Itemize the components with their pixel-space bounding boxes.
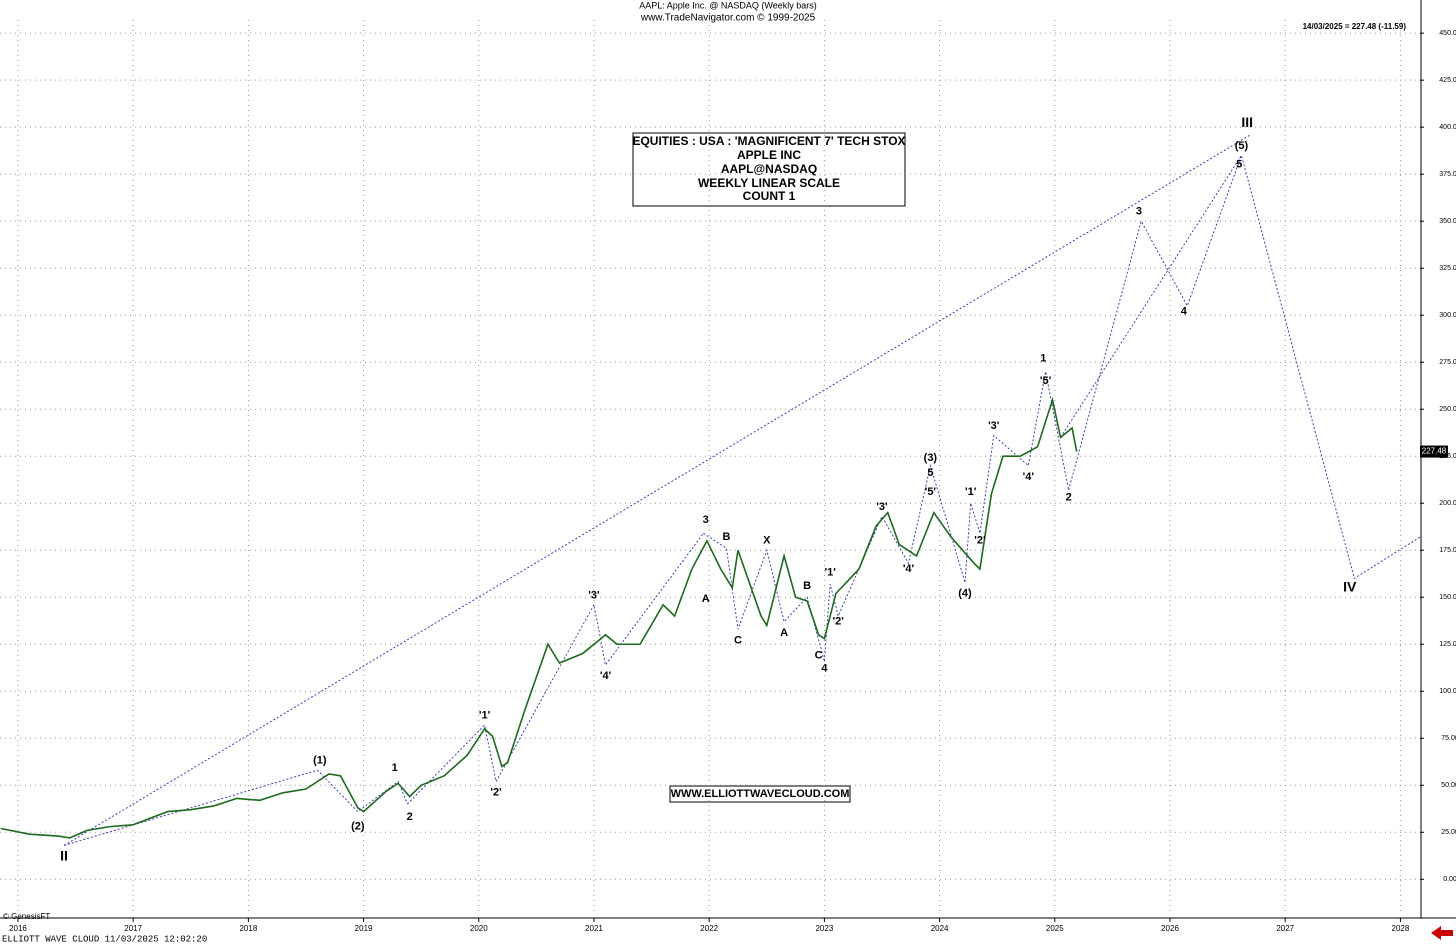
wave-label: '1' — [965, 486, 977, 498]
wave-label: IV — [1343, 579, 1357, 595]
wave-label: 4 — [821, 663, 828, 675]
wave-label: 1 — [1040, 352, 1046, 364]
y-tick-label: 375.00 — [1439, 171, 1456, 178]
scroll-arrow[interactable] — [1431, 926, 1453, 940]
y-tick-label: 125.00 — [1439, 641, 1456, 648]
website: WWW.ELLIOTTWAVECLOUD.COM — [671, 788, 850, 800]
wave-label: '4' — [903, 563, 915, 575]
wave-label: C — [734, 634, 742, 646]
y-tick-label: 325.00 — [1439, 265, 1456, 272]
x-tick-label: 2016 — [9, 924, 27, 933]
wave-line — [1068, 153, 1421, 580]
wave-label: X — [763, 535, 771, 547]
website-frame — [669, 785, 851, 803]
copyright: © GenesisFT — [3, 912, 50, 921]
y-tick-label: 175.00 — [1439, 547, 1456, 554]
x-tick-label: 2024 — [931, 924, 949, 933]
x-tick-label: 2020 — [470, 924, 488, 933]
wave-line — [407, 533, 704, 805]
x-tick-label: 2017 — [124, 924, 142, 933]
x-tick-label: 2027 — [1276, 924, 1294, 933]
wave-label: '3' — [988, 420, 1000, 432]
x-tick-label: 2026 — [1161, 924, 1179, 933]
wave-label: '2' — [490, 787, 502, 799]
wave-label: 5 — [927, 467, 933, 479]
y-tick-label: 50.00 — [1441, 782, 1456, 789]
last-quote: 14/03/2025 = 227.48 (-11.59) — [1303, 22, 1407, 31]
y-tick-label: 400.00 — [1439, 124, 1456, 131]
x-tick-label: 2028 — [1392, 924, 1410, 933]
wave-line — [63, 769, 408, 846]
wave-label: 2 — [1066, 491, 1072, 503]
x-tick-label: 2019 — [355, 924, 373, 933]
info-line: WEEKLY LINEAR SCALE — [698, 176, 840, 190]
wave-label: 5 — [1236, 159, 1242, 171]
wave-line — [703, 532, 825, 662]
wave-label: '1' — [479, 710, 491, 722]
y-tick-label: 450.00 — [1439, 30, 1456, 37]
wave-label: B — [803, 580, 811, 592]
x-tick-label: 2021 — [585, 924, 603, 933]
wave-label: '4' — [1023, 471, 1035, 483]
info-box: EQUITIES : USA : 'MAGNIFICENT 7' TECH ST… — [632, 132, 906, 803]
wave-label: 3 — [703, 514, 709, 526]
price-line — [0, 396, 1078, 839]
wave-line — [63, 134, 1251, 846]
y-tick-label: 200.00 — [1439, 500, 1456, 507]
wave-label: 3 — [1136, 206, 1142, 218]
wave-label: (1) — [313, 755, 327, 767]
y-tick-label: 275.00 — [1439, 359, 1456, 366]
x-tick-label: 2023 — [815, 924, 833, 933]
chart-subtitle: www.TradeNavigator.com © 1999-2025 — [640, 13, 816, 24]
wave-label: '4' — [600, 670, 612, 682]
x-tick-label: 2022 — [700, 924, 718, 933]
wave-line — [823, 463, 966, 662]
y-tick-label: 150.00 — [1439, 594, 1456, 601]
wave-label: '2' — [833, 616, 845, 628]
y-tick-label: 75.00 — [1441, 735, 1456, 742]
wave-label: B — [722, 531, 730, 543]
chart-title: AAPL: Apple Inc. @ NASDAQ (Weekly bars) — [639, 0, 817, 10]
y-tick-label: 425.00 — [1439, 77, 1456, 84]
footer: ELLIOTT WAVE CLOUD 11/03/2025 12:02:20 — [2, 934, 207, 944]
wave-label: 1 — [392, 762, 398, 774]
wave-label: '3' — [588, 589, 600, 601]
info-line: AAPL@NASDAQ — [721, 162, 817, 176]
wave-label: '1' — [824, 567, 836, 579]
y-tick-label: 250.00 — [1439, 406, 1456, 413]
y-tick-label: 350.00 — [1439, 218, 1456, 225]
wave-label: 2 — [407, 811, 413, 823]
wave-label: 4 — [1181, 305, 1188, 317]
wave-label: (4) — [958, 587, 972, 599]
x-tick-label: 2025 — [1046, 924, 1064, 933]
wave-label: (3) — [924, 452, 938, 464]
wave-label: C — [815, 649, 823, 661]
last-price: 227.48 — [1422, 447, 1447, 456]
wave-label: III — [1241, 114, 1253, 130]
info-box-frame — [632, 132, 906, 207]
info-line: APPLE INC — [737, 148, 801, 162]
y-tick-label: 100.00 — [1439, 688, 1456, 695]
wave-label: A — [780, 627, 788, 639]
y-tick-label: 25.00 — [1441, 829, 1456, 836]
wave-line — [964, 371, 1070, 583]
wave-label: '5' — [1040, 375, 1052, 387]
x-tick-label: 2018 — [239, 924, 257, 933]
wave-label: '2' — [974, 535, 986, 547]
last-price-box — [1420, 445, 1448, 458]
wave-label: (5) — [1235, 140, 1249, 152]
y-tick-label: 300.00 — [1439, 312, 1456, 319]
y-tick-label: 0.00 — [1443, 876, 1456, 883]
info-line: COUNT 1 — [743, 189, 796, 203]
wave-label: (2) — [351, 821, 365, 833]
wave-label: '3' — [876, 501, 888, 513]
wave-label: II — [60, 847, 68, 863]
info-line: EQUITIES : USA : 'MAGNIFICENT 7' TECH ST… — [632, 134, 905, 148]
wave-label: '5' — [925, 486, 937, 498]
wave-label: A — [702, 593, 710, 605]
